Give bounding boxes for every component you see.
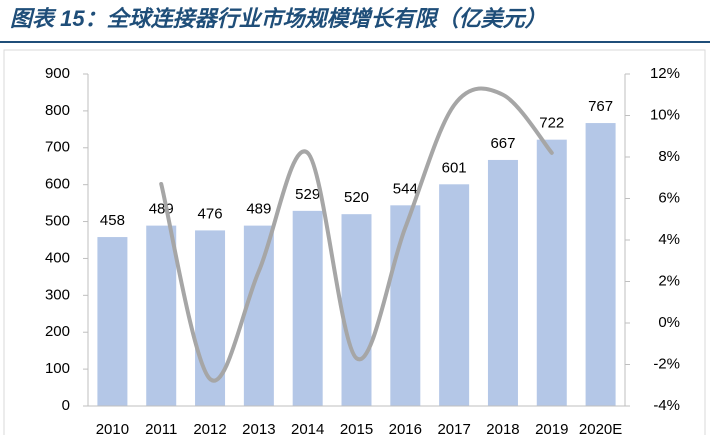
y2-tick-label: 10%: [650, 106, 680, 123]
bar: [536, 139, 567, 406]
y2-tick-label: 2%: [658, 272, 680, 289]
x-tick-label: 2018: [486, 421, 519, 435]
y2-tick-label: -4%: [653, 397, 680, 414]
y-tick-label: 500: [45, 213, 70, 230]
data-label: 667: [490, 135, 515, 152]
y-tick-label: 400: [45, 249, 70, 266]
bar: [390, 205, 421, 406]
y2-tick-label: 0%: [658, 314, 680, 331]
data-label: 529: [295, 186, 320, 203]
bar: [292, 210, 323, 406]
data-label: 520: [344, 189, 369, 206]
bar: [341, 214, 372, 406]
y2-tick-label: 12%: [650, 65, 680, 82]
data-label: 767: [588, 98, 613, 115]
x-tick-label: 2011: [145, 421, 177, 435]
x-tick-label: 2020E: [579, 421, 622, 435]
x-tick-label: 2014: [291, 421, 324, 435]
x-tick-label: 2016: [389, 421, 422, 435]
y2-tick-label: -2%: [653, 355, 680, 372]
y-tick-label: 200: [45, 323, 70, 340]
chart-title: 图表 15：全球连接器行业市场规模增长有限（亿美元）: [10, 6, 547, 31]
x-tick-label: 2015: [340, 421, 373, 435]
y-tick-label: 100: [45, 360, 70, 377]
y-tick-label: 600: [45, 176, 70, 193]
bar: [243, 225, 274, 406]
data-label: 489: [246, 201, 271, 218]
y2-tick-label: 4%: [658, 231, 680, 248]
x-tick-label: 2017: [437, 421, 470, 435]
bar: [585, 123, 616, 406]
x-tick-label: 2013: [242, 421, 275, 435]
bar: [439, 184, 470, 406]
x-tick-label: 2010: [96, 421, 129, 435]
bar: [487, 159, 518, 406]
growth-line: [159, 86, 554, 383]
data-label: 544: [393, 180, 418, 197]
data-label: 476: [198, 205, 223, 222]
bar: [97, 237, 128, 406]
y2-tick-label: 8%: [658, 148, 680, 165]
x-tick-label: 2019: [535, 421, 568, 435]
data-label: 722: [539, 115, 564, 132]
data-label: 458: [100, 212, 125, 229]
y-tick-label: 700: [45, 139, 70, 156]
y-tick-label: 300: [45, 286, 70, 303]
y2-tick-label: 6%: [658, 189, 680, 206]
x-tick-label: 2012: [193, 421, 226, 435]
y-tick-label: 800: [45, 102, 70, 119]
bar: [146, 225, 177, 406]
y-tick-label: 900: [45, 65, 70, 82]
data-label: 489: [149, 201, 174, 218]
chart-border: [3, 49, 706, 440]
y-tick-label: 0: [62, 397, 70, 414]
data-label: 601: [442, 159, 467, 176]
